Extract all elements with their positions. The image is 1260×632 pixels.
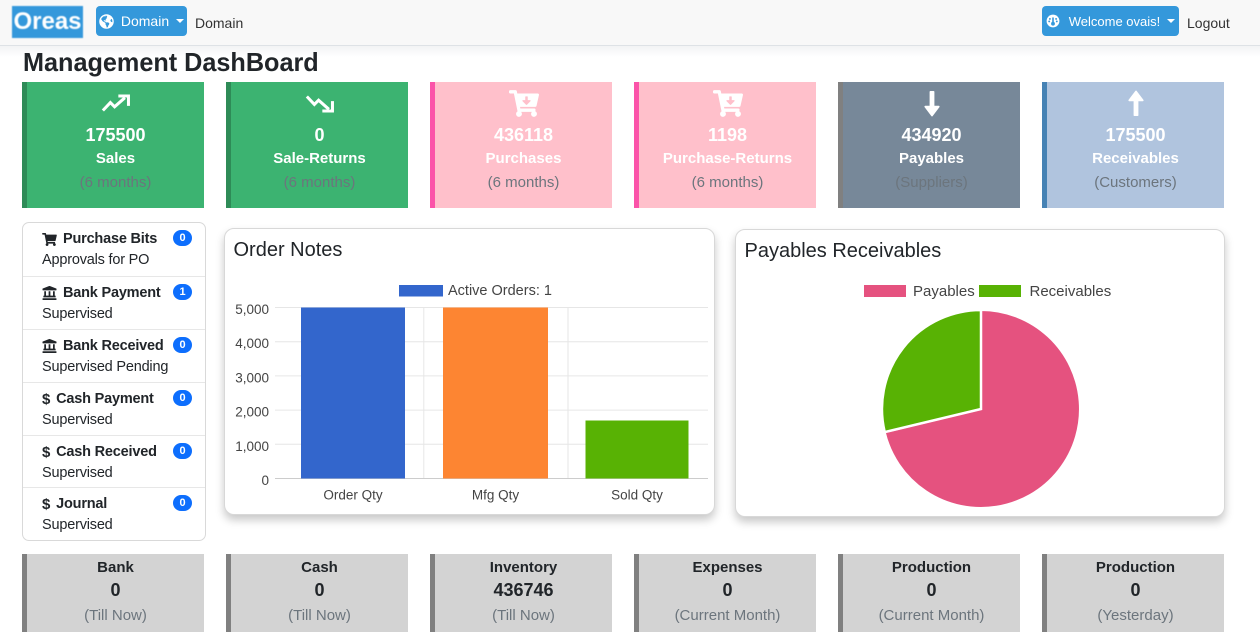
svg-text:0: 0 [261,473,269,488]
svg-text:Mfg Qty: Mfg Qty [472,488,520,503]
svg-text:2,000: 2,000 [235,405,269,420]
svg-text:Receivables: Receivables [1030,283,1112,300]
svg-text:Payables: Payables [913,283,975,300]
svg-text:Sold Qty: Sold Qty [611,488,663,503]
svg-text:Order Qty: Order Qty [323,488,383,503]
svg-text:1,000: 1,000 [235,439,269,454]
svg-text:Active Orders: 1: Active Orders: 1 [448,283,552,299]
svg-text:4,000: 4,000 [235,336,269,351]
svg-text:5,000: 5,000 [235,302,269,317]
svg-text:3,000: 3,000 [235,370,269,385]
